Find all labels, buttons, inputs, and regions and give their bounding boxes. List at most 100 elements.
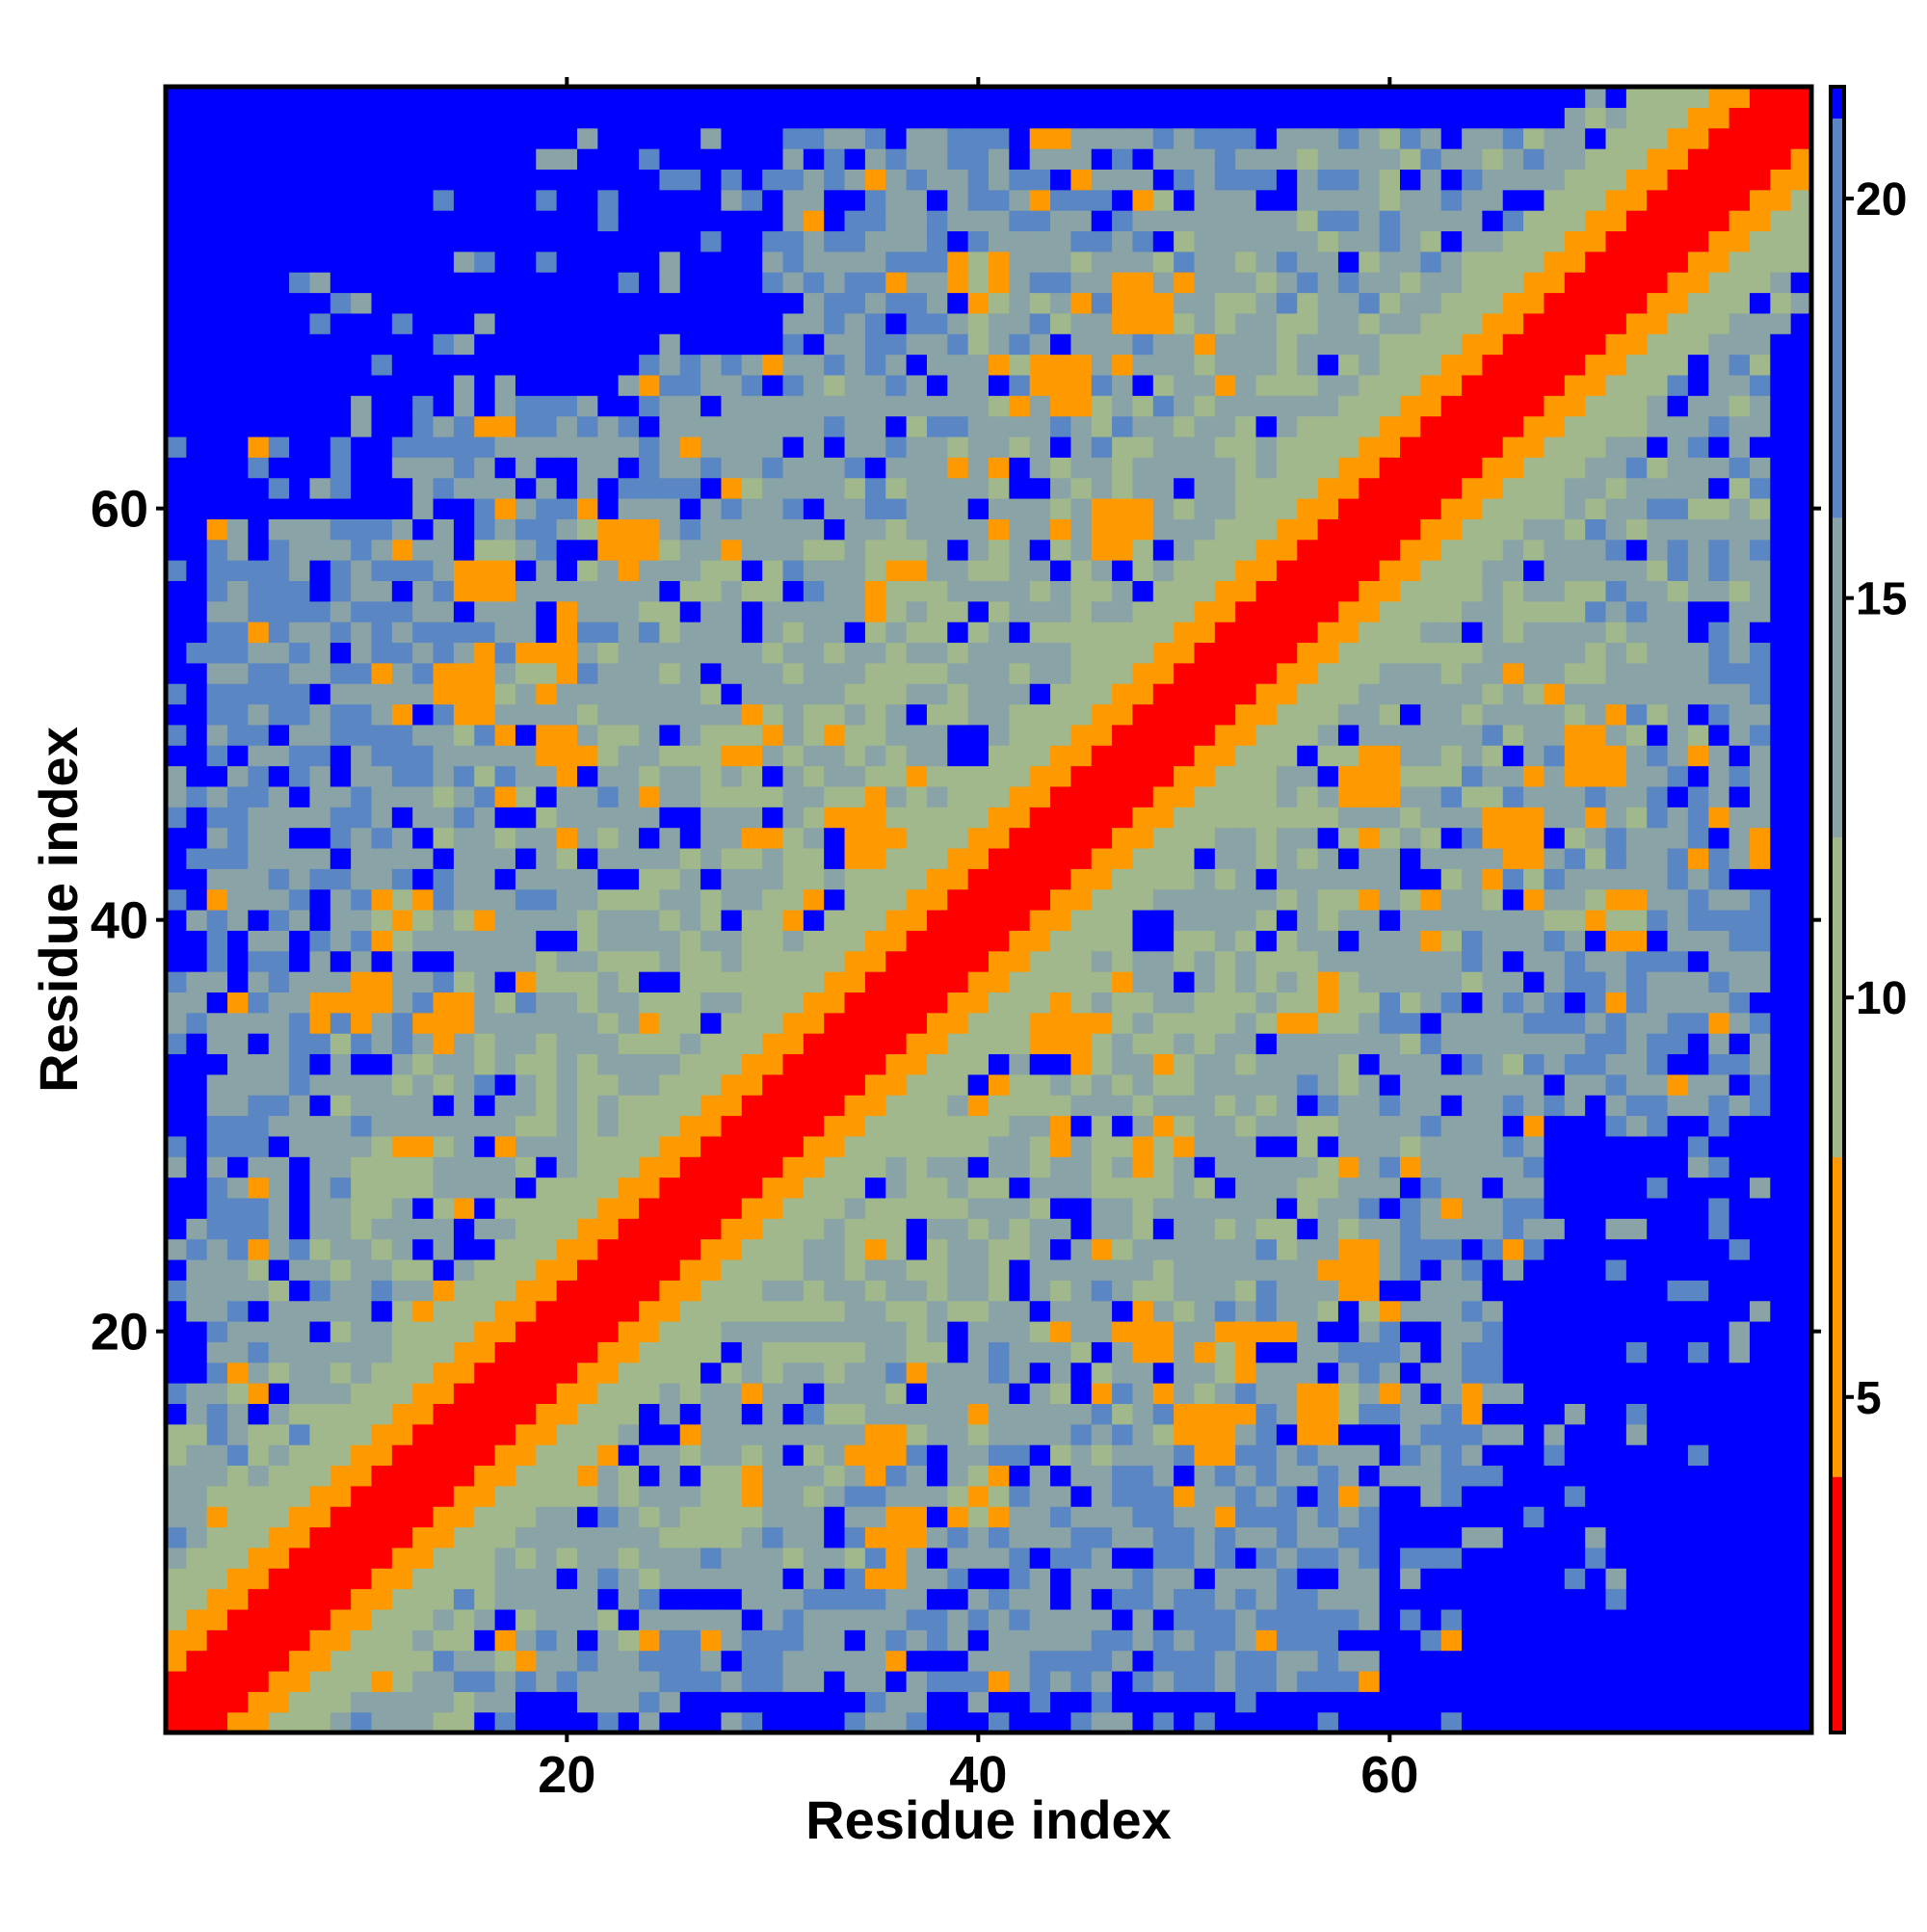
heatmap-cell <box>494 1711 516 1734</box>
heatmap-cell <box>166 539 187 561</box>
heatmap-cell <box>679 1608 701 1630</box>
heatmap-cell <box>227 169 249 191</box>
heatmap-cell <box>1174 785 1196 807</box>
heatmap-cell <box>1440 1095 1463 1117</box>
heatmap-cell <box>1379 1156 1401 1178</box>
heatmap-cell <box>721 333 743 356</box>
heatmap-cell <box>515 210 537 232</box>
heatmap-cell <box>227 1073 249 1096</box>
heatmap-cell <box>166 1629 187 1652</box>
heatmap-cell <box>330 1629 352 1652</box>
heatmap-cell <box>1337 1670 1359 1692</box>
heatmap-cell <box>1091 333 1113 356</box>
heatmap-cell <box>1091 910 1113 931</box>
heatmap-cell <box>248 1177 270 1199</box>
heatmap-cell <box>391 169 413 191</box>
heatmap-cell <box>803 785 825 807</box>
heatmap-cell <box>1297 930 1319 952</box>
heatmap-cell <box>330 272 352 294</box>
heatmap-cell <box>926 292 948 314</box>
heatmap-cell <box>885 518 908 541</box>
heatmap-cell <box>206 785 228 807</box>
heatmap-cell <box>1420 436 1442 458</box>
heatmap-cell <box>556 1568 578 1590</box>
heatmap-cell <box>659 210 681 232</box>
heatmap-cell <box>1112 1362 1134 1384</box>
heatmap-cell <box>926 580 948 602</box>
heatmap-cell <box>967 251 990 273</box>
heatmap-cell <box>659 1073 681 1096</box>
heatmap-cell <box>536 765 558 787</box>
heatmap-cell <box>453 1670 475 1692</box>
heatmap-cell <box>248 950 270 972</box>
heatmap-cell <box>289 1033 311 1055</box>
heatmap-cell <box>864 539 886 561</box>
heatmap-cell <box>885 600 908 622</box>
heatmap-cell <box>351 1095 373 1117</box>
heatmap-cell <box>412 662 435 684</box>
heatmap-cell <box>1359 1095 1381 1117</box>
heatmap-cell <box>659 354 681 376</box>
heatmap-cell <box>206 230 228 252</box>
heatmap-cell <box>864 1053 886 1075</box>
heatmap-cell <box>597 292 620 314</box>
heatmap-cell <box>186 888 208 911</box>
heatmap-cell <box>967 888 990 911</box>
heatmap-cell <box>803 888 825 911</box>
heatmap-cell <box>741 930 763 952</box>
heatmap-cell <box>227 1403 249 1425</box>
heatmap-cell <box>494 888 516 911</box>
heatmap-cell <box>330 1135 352 1157</box>
heatmap-cell <box>618 415 640 437</box>
heatmap-cell <box>289 1156 311 1178</box>
heatmap-cell <box>1214 292 1236 314</box>
heatmap-cell <box>412 1258 435 1281</box>
heatmap-cell <box>844 1506 866 1528</box>
heatmap-cell <box>1359 971 1381 992</box>
heatmap-cell <box>803 1362 825 1384</box>
heatmap-cell <box>844 354 866 376</box>
heatmap-cell <box>1050 127 1071 149</box>
heatmap-cell <box>1214 1197 1236 1219</box>
heatmap-cell <box>556 251 578 273</box>
heatmap-cell <box>1420 724 1442 746</box>
heatmap-cell <box>1379 1383 1401 1404</box>
heatmap-cell <box>803 1177 825 1199</box>
heatmap-cell <box>1359 148 1381 170</box>
heatmap-cell <box>597 910 620 931</box>
heatmap-cell <box>803 354 825 376</box>
heatmap-cell <box>741 127 763 149</box>
heatmap-cell <box>1009 580 1031 602</box>
heatmap-cell <box>1276 148 1298 170</box>
heatmap-cell <box>967 395 990 417</box>
heatmap-cell <box>1029 1218 1051 1240</box>
heatmap-cell <box>536 1506 558 1528</box>
heatmap-cell <box>741 1608 763 1630</box>
heatmap-cell <box>1400 1115 1421 1137</box>
heatmap-cell <box>1194 662 1216 684</box>
heatmap-cell <box>824 992 846 1014</box>
heatmap-cell <box>1132 622 1154 644</box>
heatmap-cell <box>515 785 537 807</box>
heatmap-cell <box>989 1608 1010 1630</box>
heatmap-cell <box>1400 683 1421 705</box>
heatmap-cell <box>1255 600 1278 622</box>
heatmap-cell <box>453 1300 475 1322</box>
heatmap-cell <box>1132 745 1154 767</box>
heatmap-cell <box>803 1588 825 1610</box>
heatmap-cell <box>351 971 373 992</box>
heatmap-cell <box>433 1156 455 1178</box>
heatmap-cell <box>351 415 373 437</box>
heatmap-cell <box>268 745 290 767</box>
heatmap-cell <box>1317 971 1339 992</box>
heatmap-cell <box>926 765 948 787</box>
heatmap-cell <box>989 395 1010 417</box>
heatmap-cell <box>597 622 620 644</box>
heatmap-cell <box>618 827 640 849</box>
heatmap-cell <box>989 888 1010 911</box>
heatmap-cell <box>1152 127 1175 149</box>
heatmap-cell <box>1297 230 1319 252</box>
heatmap-cell <box>1174 87 1196 108</box>
heatmap-cell <box>166 1588 187 1610</box>
heatmap-cell <box>947 807 969 829</box>
